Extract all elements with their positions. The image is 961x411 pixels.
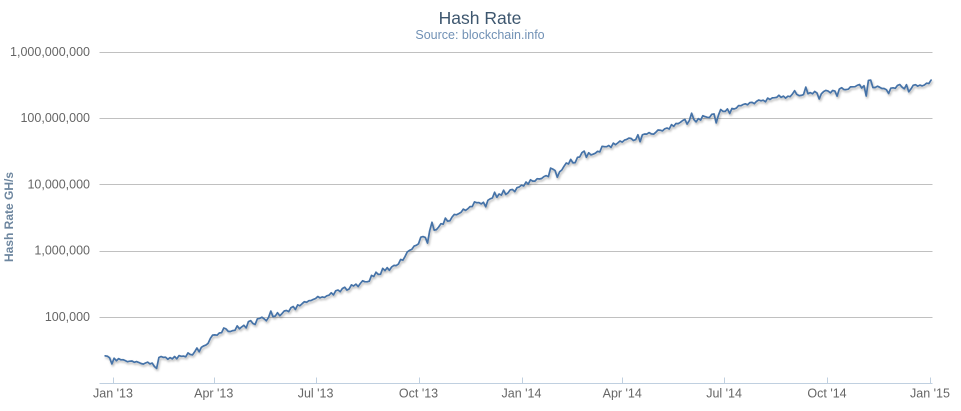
chart-subtitle: Source: blockchain.info — [415, 28, 544, 42]
plot-area[interactable] — [99, 52, 933, 383]
axis-labels: 100,000 1,000,000 10,000,000 100,000,000 1,0… — [10, 45, 950, 401]
x-tick-label: Jan '14 — [502, 387, 542, 401]
x-tick-label: Jan '15 — [910, 387, 950, 401]
x-tick-label: Jan '13 — [93, 387, 133, 401]
hash-rate-line — [104, 79, 932, 370]
x-tick-label: Apr '13 — [194, 387, 233, 401]
gridlines — [99, 52, 933, 318]
chart-title: Hash Rate — [439, 8, 522, 28]
x-axis — [99, 377, 933, 384]
y-axis-title: Hash Rate GH/s — [2, 172, 16, 262]
y-tick-label: 1,000,000,000 — [10, 45, 90, 59]
y-tick-label: 100,000 — [45, 310, 90, 324]
x-tick-label: Oct '13 — [399, 387, 438, 401]
x-tick-label: Oct '14 — [807, 387, 846, 401]
x-tick-label: Jul '13 — [298, 387, 334, 401]
x-tick-label: Apr '14 — [603, 387, 642, 401]
x-tick-label: Jul '14 — [706, 387, 742, 401]
y-tick-label: 1,000,000 — [34, 244, 90, 258]
hash-rate-series — [104, 79, 932, 370]
y-tick-label: 100,000,000 — [20, 111, 90, 125]
y-tick-label: 10,000,000 — [27, 177, 90, 191]
